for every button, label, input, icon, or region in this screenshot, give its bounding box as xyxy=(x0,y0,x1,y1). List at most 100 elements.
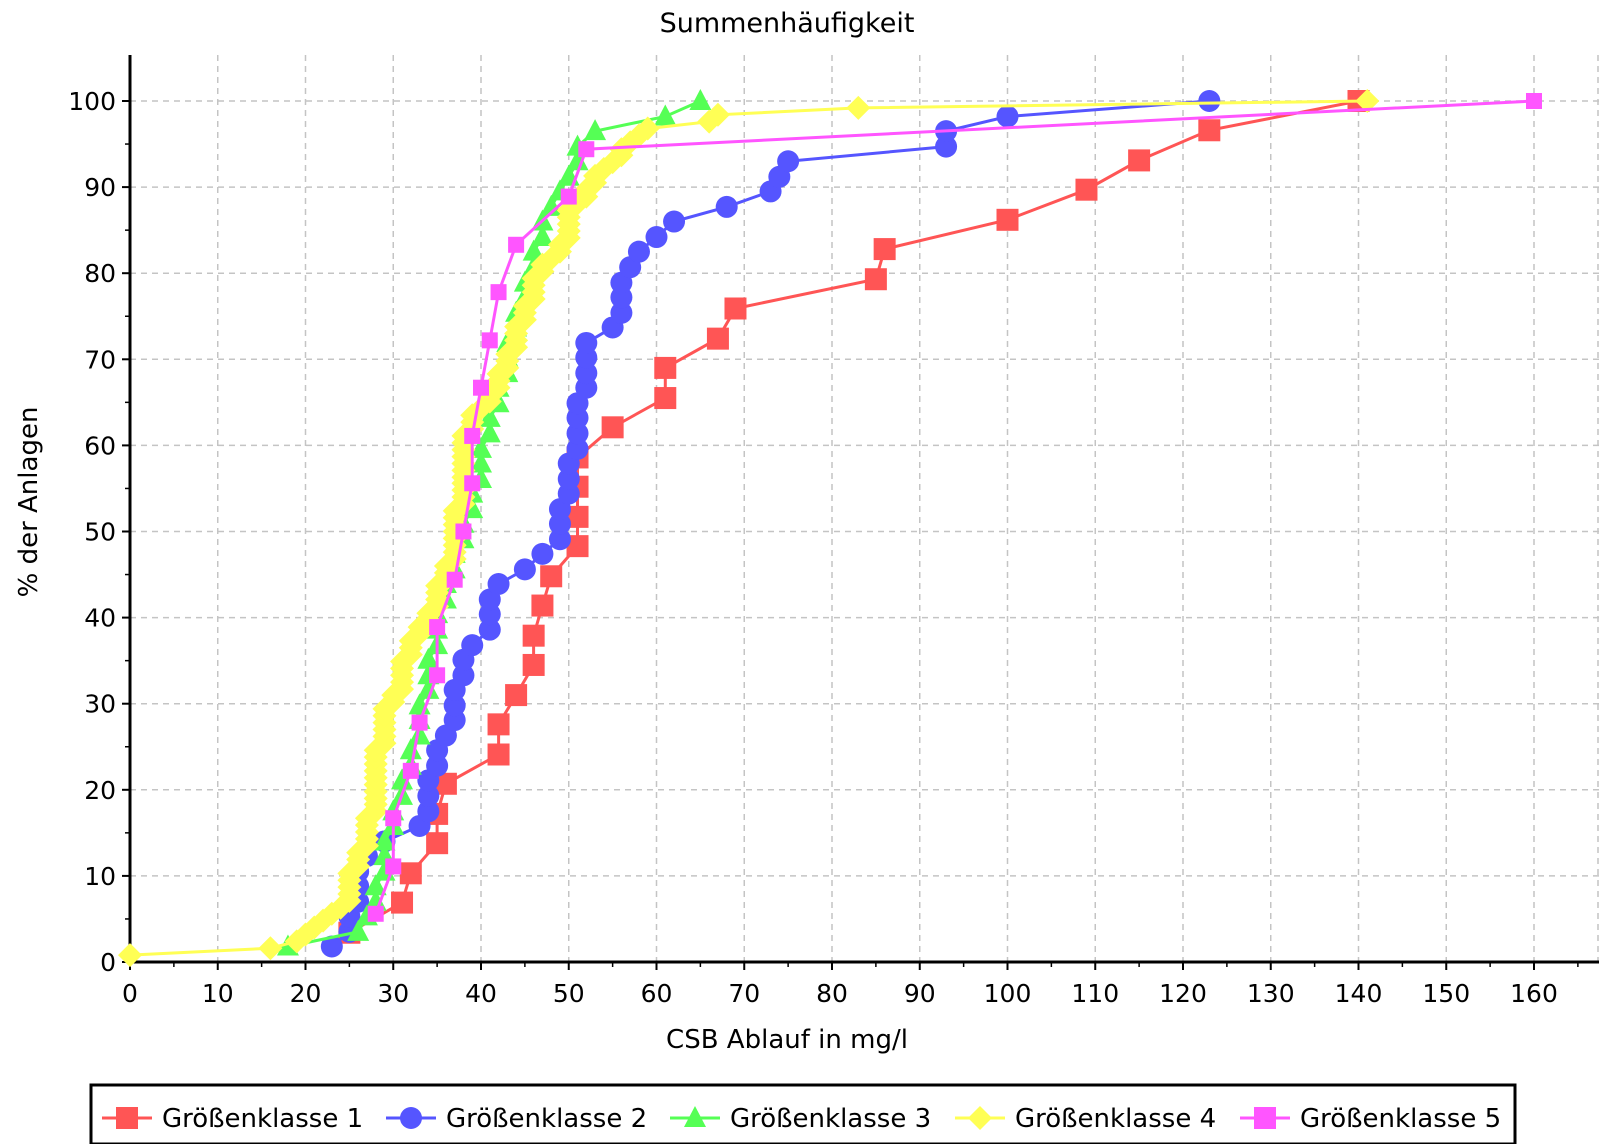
data-point xyxy=(402,762,419,779)
y-tick-label: 10 xyxy=(84,862,116,891)
data-point xyxy=(645,226,668,249)
x-tick-label: 110 xyxy=(1071,979,1119,1008)
y-tick-label: 70 xyxy=(84,345,116,374)
legend-marker xyxy=(684,1106,706,1127)
x-axis-ticks: 0 10 20 30 40 50 60 70 80 90 100 110 120 130 140 150 160 xyxy=(122,962,1579,1008)
data-point xyxy=(478,421,501,443)
data-point xyxy=(663,210,686,233)
data-point xyxy=(399,862,422,885)
data-point xyxy=(635,116,660,141)
data-point xyxy=(864,268,887,291)
legend-marker xyxy=(968,1106,992,1130)
data-point xyxy=(522,239,545,261)
y-tick-label: 90 xyxy=(84,173,116,202)
series-line xyxy=(287,99,702,948)
data-point xyxy=(417,784,440,807)
data-point xyxy=(385,810,402,827)
data-point xyxy=(654,356,677,379)
series-4 xyxy=(118,89,1380,968)
data-point xyxy=(1526,93,1542,109)
data-point xyxy=(689,89,712,110)
x-tick-label: 150 xyxy=(1422,979,1470,1008)
legend-marker xyxy=(1254,1107,1276,1129)
data-point xyxy=(470,436,492,458)
x-tick-label: 90 xyxy=(904,979,936,1008)
series-1 xyxy=(338,90,1370,944)
data-point xyxy=(478,405,501,427)
data-point xyxy=(461,634,484,657)
data-point xyxy=(531,594,554,617)
data-point xyxy=(531,542,554,565)
data-point xyxy=(540,194,563,216)
data-point xyxy=(566,149,589,171)
legend-item-1: Größenklasse 1 xyxy=(102,1104,363,1134)
x-tick-label: 20 xyxy=(290,979,322,1008)
data-point xyxy=(540,565,563,588)
x-tick-label: 10 xyxy=(202,979,234,1008)
legend-marker xyxy=(400,1107,422,1129)
data-point xyxy=(724,297,747,320)
data-point xyxy=(531,225,554,247)
data-point xyxy=(846,95,871,120)
data-point xyxy=(575,362,598,385)
y-tick-label: 100 xyxy=(68,87,116,116)
data-point xyxy=(464,427,481,444)
legend-label: Größenklasse 3 xyxy=(730,1104,931,1134)
data-point xyxy=(654,387,677,410)
data-point xyxy=(426,754,449,777)
data-point xyxy=(1128,149,1151,172)
data-point xyxy=(548,528,571,551)
data-point xyxy=(996,105,1019,128)
data-point xyxy=(1198,90,1221,112)
data-point xyxy=(364,874,387,896)
series-5 xyxy=(367,93,1542,922)
data-point xyxy=(575,331,598,354)
data-point xyxy=(487,713,510,736)
legend: Größenklasse 1 Größenklasse 2 Größenklasse… xyxy=(89,1083,1517,1144)
x-tick-label: 40 xyxy=(465,979,497,1008)
x-tick-label: 140 xyxy=(1335,979,1383,1008)
x-tick-label: 70 xyxy=(728,979,760,1008)
data-point xyxy=(367,905,384,922)
data-point xyxy=(473,379,489,396)
legend-items: Größenklasse 1 Größenklasse 2 Größenklasse… xyxy=(102,1104,1501,1134)
data-point xyxy=(1198,119,1221,142)
y-tick-label: 80 xyxy=(84,259,116,288)
x-tick-label: 100 xyxy=(984,979,1032,1008)
data-point xyxy=(364,889,387,911)
x-tick-label: 120 xyxy=(1159,979,1207,1008)
data-point xyxy=(705,102,730,127)
data-point xyxy=(935,135,958,158)
data-point xyxy=(446,571,463,588)
data-point xyxy=(385,858,402,875)
data-point xyxy=(470,451,492,473)
x-axis-title: CSB Ablauf in mg/l xyxy=(666,1025,908,1055)
data-point xyxy=(566,437,589,460)
data-point xyxy=(408,723,431,745)
data-point xyxy=(478,618,501,641)
data-point xyxy=(508,236,525,253)
data-point xyxy=(417,800,440,823)
y-tick-label: 30 xyxy=(84,690,116,719)
data-point xyxy=(578,141,595,158)
x-tick-label: 160 xyxy=(1510,979,1558,1008)
data-point xyxy=(429,619,446,636)
data-point xyxy=(118,943,142,968)
legend-marker xyxy=(116,1107,138,1129)
legend-item-3: Größenklasse 3 xyxy=(670,1104,931,1134)
data-point xyxy=(481,332,498,349)
data-point xyxy=(411,714,428,731)
y-axis-ticks: 0 10 20 30 40 50 60 70 80 90 100 xyxy=(68,87,130,977)
series-line xyxy=(348,99,1359,935)
data-point xyxy=(522,624,545,647)
data-point xyxy=(654,104,677,126)
data-point xyxy=(417,677,440,699)
data-point xyxy=(373,829,396,851)
data-point xyxy=(584,119,607,141)
data-point xyxy=(434,772,457,795)
legend-item-2: Größenklasse 2 xyxy=(386,1104,647,1134)
data-point xyxy=(487,743,510,766)
x-tick-label: 130 xyxy=(1247,979,1295,1008)
data-point xyxy=(1355,89,1380,113)
